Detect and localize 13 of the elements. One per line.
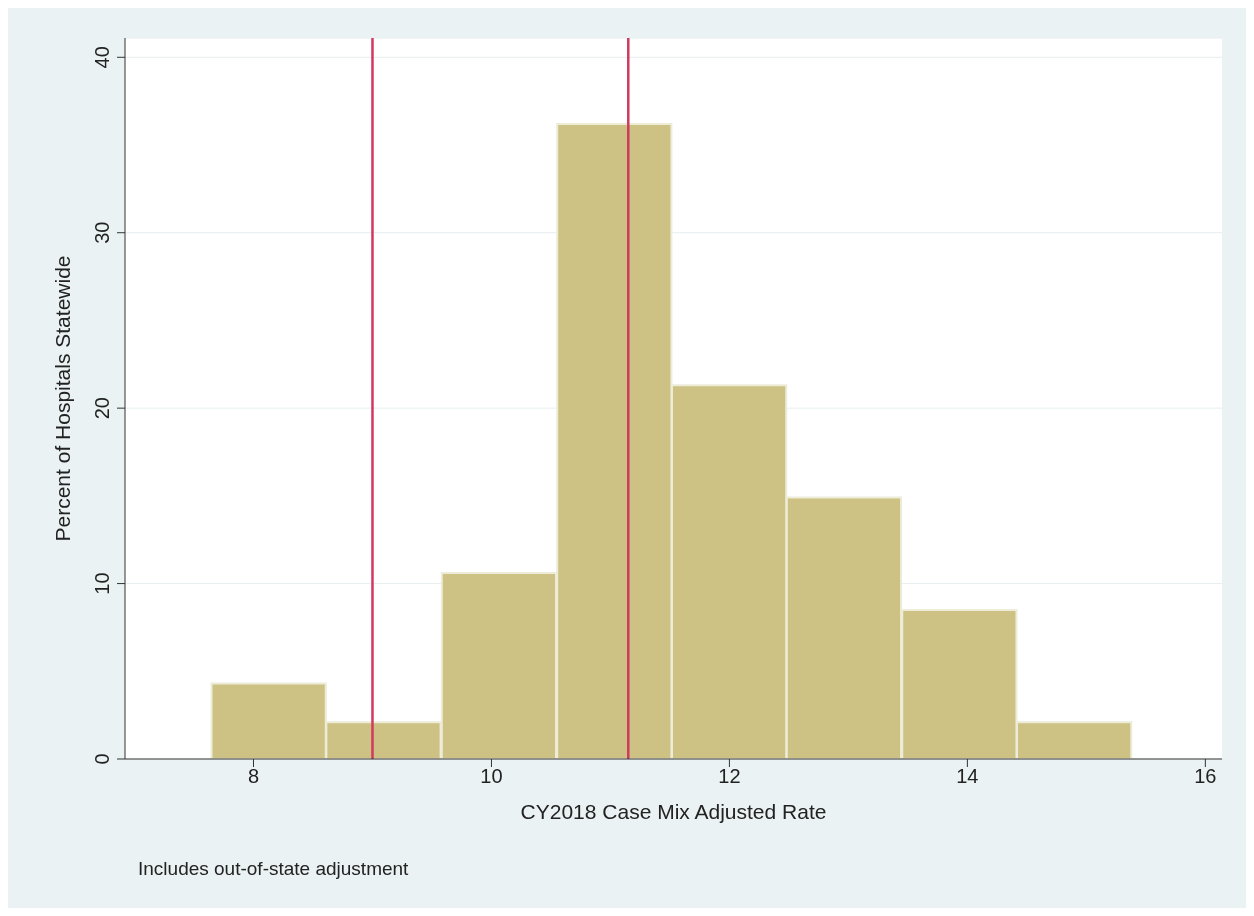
y-tick-label: 30 <box>91 221 113 244</box>
x-tick-label: 8 <box>247 765 260 788</box>
y-tick-label: 0 <box>91 753 113 765</box>
x-tick-label: 14 <box>956 765 979 788</box>
y-axis-title: Percent of Hospitals Statewide <box>51 255 75 542</box>
x-tick-label: 10 <box>480 765 503 788</box>
x-tick-label: 16 <box>1194 765 1217 788</box>
x-tick-label: 12 <box>718 765 741 788</box>
y-tick-label: 40 <box>91 46 113 69</box>
y-tick-label: 20 <box>91 397 113 420</box>
y-tick-label: 10 <box>91 572 113 595</box>
x-axis-title: CY2018 Case Mix Adjusted Rate <box>520 800 827 823</box>
text: Includes out-of-state adjustment <box>138 858 409 880</box>
